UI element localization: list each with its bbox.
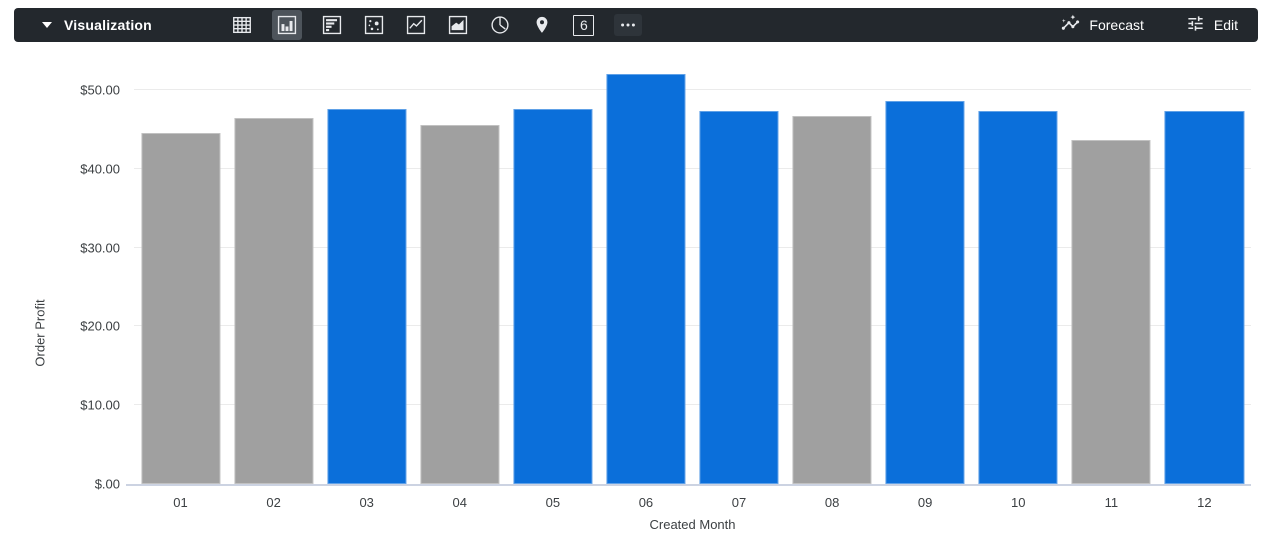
x-tick-label: 02 bbox=[266, 495, 281, 510]
x-tick-label: 03 bbox=[359, 495, 374, 510]
y-axis-title: Order Profit bbox=[32, 299, 48, 367]
bar-slot: 12 bbox=[1158, 60, 1251, 510]
bar-slot: 11 bbox=[1065, 60, 1158, 510]
bar-slot: 04 bbox=[413, 60, 506, 510]
bar-slot: 08 bbox=[786, 60, 879, 510]
bar-series: 01 02 03 04 05 06 07 08 09 10 11 12 bbox=[134, 60, 1251, 510]
bar-slot: 06 bbox=[599, 60, 692, 510]
toolbar-actions: Forecast Edit bbox=[1061, 14, 1238, 36]
chart-type-area-icon[interactable] bbox=[446, 13, 470, 37]
chart-type-pie-icon[interactable] bbox=[488, 13, 512, 37]
bar-slot: 10 bbox=[972, 60, 1065, 510]
single-value-number: 6 bbox=[573, 14, 595, 36]
gridline bbox=[134, 89, 1251, 90]
chart-type-line-icon[interactable] bbox=[404, 13, 428, 37]
visualization-title: Visualization bbox=[64, 17, 152, 33]
y-tick-label: $.00 bbox=[94, 476, 120, 492]
chart-type-switcher: 6 bbox=[230, 10, 642, 40]
bar-slot: 03 bbox=[320, 60, 413, 510]
x-tick-label: 04 bbox=[452, 495, 467, 510]
gridline bbox=[134, 246, 1251, 248]
tune-sliders-icon bbox=[1186, 14, 1205, 36]
x-tick-label: 05 bbox=[545, 495, 561, 510]
chart-type-more-icon[interactable] bbox=[613, 14, 642, 36]
chart-type-single-value-icon[interactable]: 6 bbox=[572, 13, 596, 37]
bar-07[interactable] bbox=[699, 111, 779, 484]
x-tick-label: 06 bbox=[638, 495, 654, 510]
bar-06[interactable] bbox=[606, 74, 686, 484]
x-tick-label: 11 bbox=[1104, 495, 1119, 510]
y-tick-label: $40.00 bbox=[80, 161, 120, 177]
y-tick-label: $50.00 bbox=[80, 82, 120, 98]
bar-slot: 09 bbox=[879, 60, 972, 510]
chart-type-column-icon[interactable] bbox=[271, 10, 302, 40]
chevron-down-icon bbox=[42, 22, 52, 28]
forecast-label: Forecast bbox=[1089, 17, 1144, 33]
chart-type-map-icon[interactable] bbox=[530, 13, 554, 37]
bar-03[interactable] bbox=[327, 108, 407, 484]
chart-type-bar-icon[interactable] bbox=[320, 13, 344, 37]
bar-10[interactable] bbox=[978, 111, 1058, 484]
y-tick-label: $20.00 bbox=[80, 318, 120, 334]
x-tick-label: 12 bbox=[1197, 495, 1212, 510]
edit-label: Edit bbox=[1213, 17, 1238, 33]
bar-08[interactable] bbox=[792, 116, 872, 484]
x-tick-label: 09 bbox=[917, 495, 933, 510]
chart-type-table-icon[interactable] bbox=[230, 13, 254, 37]
x-axis-line bbox=[126, 484, 1251, 486]
bar-slot: 01 bbox=[134, 60, 227, 510]
x-tick-label: 08 bbox=[824, 495, 840, 510]
x-axis-title: Created Month bbox=[649, 517, 736, 532]
plot-area: 01 02 03 04 05 06 07 08 09 10 11 12 Created Month $… bbox=[80, 60, 1251, 532]
bar-02[interactable] bbox=[234, 117, 314, 484]
visualization-toolbar: Visualization 6 Forecast Edit bbox=[14, 8, 1258, 42]
forecast-button[interactable]: Forecast bbox=[1061, 14, 1144, 36]
gridline bbox=[134, 325, 1251, 327]
bar-11[interactable] bbox=[1071, 139, 1151, 484]
chart-region: Order Profit 01 02 03 04 05 06 07 08 09 10 11 12 Cr… bbox=[0, 60, 1272, 560]
bar-09[interactable] bbox=[885, 101, 965, 484]
x-tick-label: 10 bbox=[1011, 495, 1026, 510]
edit-button[interactable]: Edit bbox=[1186, 14, 1238, 36]
x-tick-label: 01 bbox=[173, 495, 188, 510]
bar-slot: 07 bbox=[692, 60, 785, 510]
bar-05[interactable] bbox=[513, 108, 593, 484]
bar-12[interactable] bbox=[1164, 111, 1244, 484]
y-tick-label: $10.00 bbox=[80, 397, 120, 413]
chart-type-scatter-icon[interactable] bbox=[362, 13, 386, 37]
bar-04[interactable] bbox=[420, 124, 500, 484]
x-tick-label: 07 bbox=[731, 495, 747, 510]
bar-slot: 05 bbox=[506, 60, 599, 510]
bar-01[interactable] bbox=[140, 132, 221, 484]
y-tick-label: $30.00 bbox=[80, 240, 120, 256]
bar-slot: 02 bbox=[227, 60, 320, 510]
gridline bbox=[134, 167, 1251, 169]
visualization-collapse-toggle[interactable]: Visualization bbox=[42, 17, 152, 33]
forecast-sparkline-icon bbox=[1061, 14, 1080, 36]
gridline bbox=[134, 404, 1251, 406]
